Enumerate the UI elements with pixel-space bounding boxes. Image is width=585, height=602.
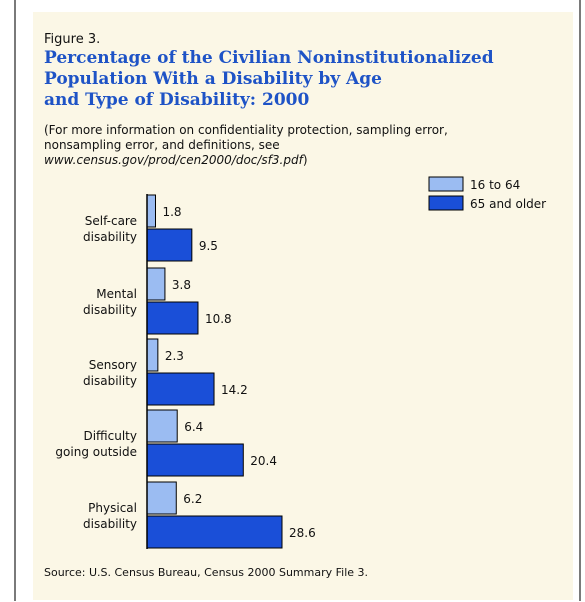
- bar-65-and-older-1: [146, 228, 193, 262]
- legend-swatch-65-and-older: [428, 195, 464, 211]
- category-label-5-line-1: Physical: [88, 501, 137, 515]
- bar-16-to-64-4: [146, 409, 178, 443]
- category-label-2-line-1: Mental: [96, 287, 137, 301]
- category-label-5-line-2: disability: [83, 517, 137, 531]
- data-label-16-to-64-2: 3.8: [172, 278, 191, 292]
- data-label-65-and-older-1: 9.5: [199, 239, 218, 253]
- legend-swatch-16-to-64: [428, 176, 464, 192]
- source-note: Source: U.S. Census Bureau, Census 2000 …: [44, 566, 369, 579]
- note-text: (For more information on confidentiality…: [44, 123, 448, 152]
- bar-65-and-older-5: [146, 515, 283, 549]
- bar-65-and-older-4: [146, 443, 244, 477]
- data-label-16-to-64-5: 6.2: [183, 492, 202, 506]
- bar-65-and-older-2: [146, 301, 199, 335]
- data-label-65-and-older-3: 14.2: [221, 383, 248, 397]
- chart-title-line-1: Percentage of the Civilian Noninstitutio…: [44, 48, 494, 68]
- bar-16-to-64-3: [146, 338, 159, 372]
- data-label-16-to-64-4: 6.4: [184, 420, 203, 434]
- bar-16-to-64-5: [146, 481, 177, 515]
- legend-label-16-to-64: 16 to 64: [470, 178, 520, 192]
- chart-note: (For more information on confidentiality…: [44, 123, 464, 168]
- note-url: www.census.gov/prod/cen2000/doc/sf3.pdf: [44, 153, 303, 167]
- category-label-4-line-1: Difficulty: [83, 429, 137, 443]
- chart-title: Percentage of the Civilian Noninstitutio…: [44, 48, 544, 111]
- data-label-16-to-64-1: 1.8: [162, 205, 181, 219]
- data-label-65-and-older-4: 20.4: [250, 454, 277, 468]
- chart-title-line-3: and Type of Disability: 2000: [44, 90, 310, 110]
- category-label-3-line-1: Sensory: [89, 358, 137, 372]
- bar-16-to-64-1: [146, 194, 156, 228]
- data-label-65-and-older-2: 10.8: [205, 312, 232, 326]
- category-label-2-line-2: disability: [83, 303, 137, 317]
- category-label-1-line-2: disability: [83, 230, 137, 244]
- page-frame: [14, 0, 581, 601]
- chart-title-line-2: Population With a Disability by Age: [44, 69, 382, 89]
- figure-label: Figure 3.: [44, 32, 101, 47]
- bar-16-to-64-2: [146, 267, 166, 301]
- category-label-3-line-2: disability: [83, 374, 137, 388]
- data-label-65-and-older-5: 28.6: [289, 526, 316, 540]
- bar-65-and-older-3: [146, 372, 215, 406]
- category-label-1-line-1: Self-care: [85, 214, 137, 228]
- figure-panel: [33, 12, 573, 600]
- data-label-16-to-64-3: 2.3: [165, 349, 184, 363]
- note-closing: ): [302, 153, 308, 167]
- legend-label-65-and-older: 65 and older: [470, 197, 546, 211]
- category-label-4-line-2: going outside: [55, 445, 137, 459]
